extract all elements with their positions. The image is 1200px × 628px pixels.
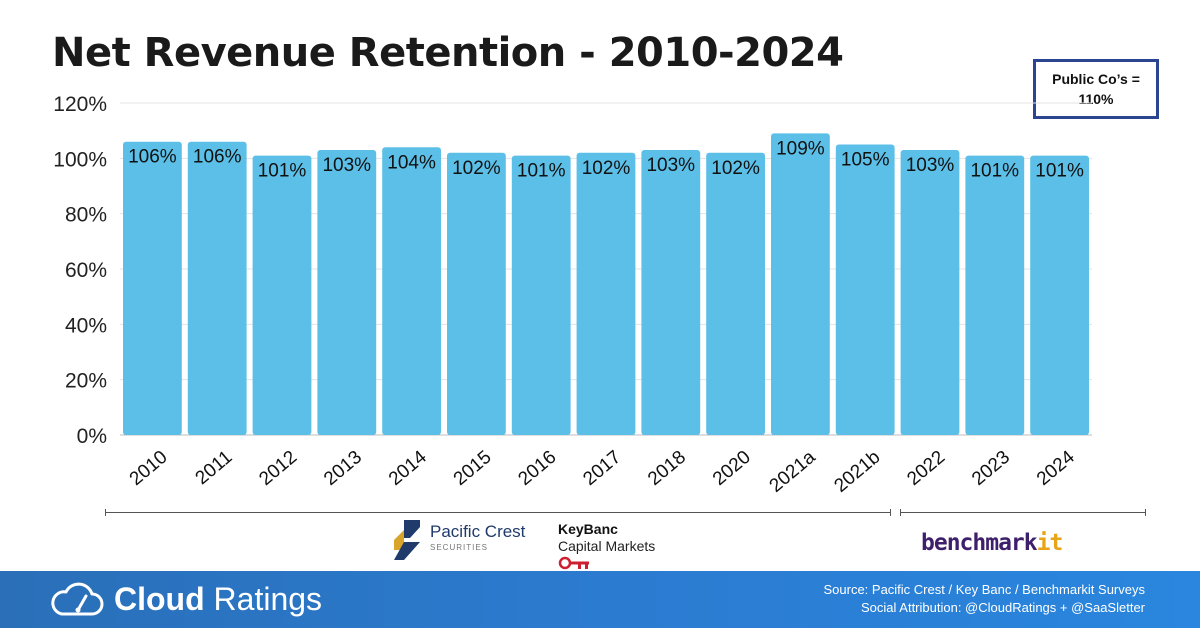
- data-label: 101%: [258, 161, 307, 182]
- data-label: 102%: [711, 158, 760, 179]
- y-tick-label: 80%: [65, 204, 107, 227]
- bar: [641, 150, 701, 436]
- x-tick-label: 2021b: [830, 447, 884, 497]
- data-label: 102%: [582, 158, 631, 179]
- bar: [252, 155, 312, 436]
- data-label: 109%: [776, 138, 825, 159]
- chart-title: Net Revenue Retention - 2010-2024: [52, 30, 844, 76]
- pacific-crest-mark-icon: [394, 520, 420, 560]
- bar: [187, 141, 247, 435]
- brand-light: Ratings: [204, 581, 323, 617]
- x-tick-label: 2018: [644, 447, 690, 490]
- pacific-crest-keybanc-range-bracket: [105, 509, 891, 516]
- x-tick-label: 2013: [320, 447, 366, 490]
- bar: [317, 150, 377, 436]
- source-line: Source: Pacific Crest / Key Banc / Bench…: [823, 582, 1145, 597]
- x-tick-label: 2015: [450, 447, 496, 490]
- x-tick-label: 2020: [709, 447, 755, 490]
- bar: [771, 133, 830, 435]
- x-tick-label: 2024: [1033, 446, 1079, 490]
- benchmarkit-prefix: benchmark: [921, 530, 1038, 556]
- bar: [965, 155, 1025, 436]
- data-label: 102%: [452, 158, 501, 179]
- data-label: 106%: [128, 147, 177, 168]
- bar: [835, 144, 895, 435]
- benchmarkit-suffix: it: [1036, 530, 1064, 556]
- brand-bold: Cloud: [114, 581, 205, 617]
- data-label: 103%: [906, 155, 955, 176]
- bar: [123, 141, 182, 435]
- x-tick-label: 2016: [515, 447, 561, 490]
- data-label: 101%: [517, 161, 566, 182]
- x-tick-label: 2012: [255, 447, 301, 490]
- x-tick-label: 2010: [126, 447, 172, 490]
- bar: [576, 152, 636, 436]
- data-label: 103%: [646, 155, 695, 176]
- y-tick-label: 0%: [77, 425, 107, 448]
- pacific-crest-name: Pacific Crest: [430, 522, 526, 541]
- bar: [706, 152, 765, 436]
- bar: [900, 150, 960, 436]
- pacific-crest-sub: SECURITIES: [430, 543, 489, 552]
- bar: [447, 152, 506, 436]
- y-tick-label: 100%: [53, 148, 107, 171]
- x-tick-label: 2017: [579, 447, 625, 490]
- x-tick-label: 2022: [903, 447, 949, 490]
- y-tick-label: 20%: [65, 370, 107, 393]
- data-label: 105%: [841, 150, 890, 171]
- x-tick-label: 2011: [192, 447, 237, 489]
- pacific-crest-logo: Pacific Crest SECURITIES: [390, 520, 525, 560]
- cloud-ratings-brand: Cloud Ratings: [48, 581, 322, 618]
- x-tick-label: 2023: [968, 447, 1014, 490]
- data-label: 101%: [1035, 161, 1084, 182]
- y-tick-label: 120%: [53, 93, 107, 116]
- x-tick-label: 2014: [385, 446, 431, 490]
- source-attribution: Source: Pacific Crest / Key Banc / Bench…: [823, 581, 1145, 617]
- bar: [382, 147, 441, 435]
- benchmarkit-range-bracket: [900, 509, 1146, 516]
- footer-bar: Cloud Ratings Source: Pacific Crest / Ke…: [0, 571, 1200, 628]
- data-label: 103%: [322, 155, 371, 176]
- key-icon: [558, 556, 589, 570]
- y-tick-label: 40%: [65, 314, 107, 337]
- keybanc-logo: KeyBanc Capital Markets: [558, 521, 655, 570]
- callout-line1: Public Co’s =: [1052, 71, 1140, 87]
- bar: [511, 155, 571, 436]
- attribution-line: Social Attribution: @CloudRatings + @Saa…: [860, 600, 1145, 615]
- data-label: 106%: [193, 147, 242, 168]
- bar: [1030, 155, 1089, 436]
- keybanc-sub: Capital Markets: [558, 538, 656, 554]
- benchmarkit-logo: benchmarkit: [921, 530, 1064, 556]
- x-tick-label: 2021a: [766, 446, 820, 496]
- data-label: 104%: [387, 152, 436, 173]
- keybanc-name: KeyBanc: [558, 521, 618, 537]
- data-label: 101%: [970, 161, 1019, 182]
- cloud-gauge-icon: [51, 582, 104, 615]
- y-tick-label: 60%: [65, 259, 107, 282]
